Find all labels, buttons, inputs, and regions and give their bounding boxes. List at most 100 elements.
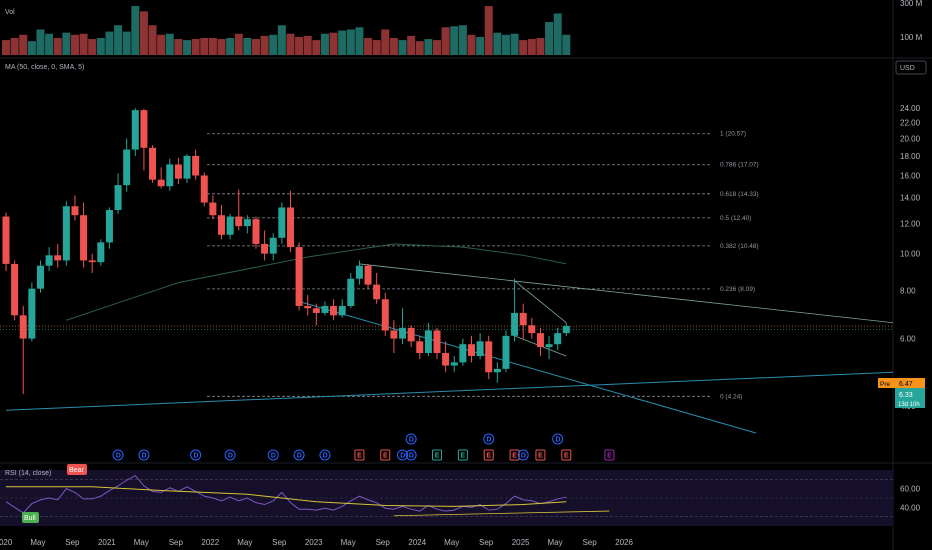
candle-body [278, 207, 286, 238]
dividend-marker [405, 433, 417, 445]
volume-bar [510, 33, 519, 55]
dividend-marker [138, 449, 150, 461]
volume-bar [217, 39, 226, 55]
channel-lower-line [298, 300, 757, 434]
earnings-marker [509, 449, 520, 461]
volume-bar [139, 11, 148, 55]
candle-body [192, 155, 200, 176]
dividend-marker [397, 449, 409, 461]
candle-body [321, 305, 329, 313]
candle-body [373, 284, 381, 300]
candle-body [545, 344, 553, 348]
candle-body [519, 312, 527, 326]
candle-body [450, 362, 458, 366]
volume-bar [208, 37, 217, 55]
candle-body [459, 344, 467, 363]
volume-bar [96, 37, 105, 55]
volume-bar [355, 27, 364, 55]
earnings-marker [457, 449, 468, 461]
volume-bar [286, 33, 295, 55]
earnings-marker [535, 449, 546, 461]
rsi-ma-line [6, 486, 567, 507]
volume-bar [372, 40, 381, 55]
earnings-marker-label: E [512, 453, 517, 460]
candle-body [390, 330, 398, 339]
pre-tag-label: Pre [880, 381, 891, 388]
currency-badge[interactable]: USD [900, 65, 915, 72]
support-line [5, 371, 894, 411]
candle-body [235, 216, 243, 227]
candle-body [381, 299, 389, 331]
dividend-marker-label: D [409, 437, 414, 444]
volume-bar [458, 25, 467, 55]
volume-tick-label: 300 M [900, 0, 923, 8]
fib-level-label: 0.236 (8.09) [720, 286, 755, 293]
currency-badge-box[interactable] [895, 60, 927, 75]
candle-body [399, 327, 407, 339]
candle-body [511, 312, 519, 336]
dividend-marker [405, 449, 417, 461]
candle-body [209, 202, 217, 216]
bull-signal-box [22, 512, 39, 523]
volume-bar [19, 34, 28, 55]
volume-bar [45, 33, 54, 55]
volume-bar [501, 34, 510, 55]
price-tick-label: 20.00 [900, 134, 921, 143]
candle-body [407, 327, 415, 342]
volume-pane [2, 6, 571, 55]
candle-body [252, 219, 260, 244]
candle-body [62, 206, 70, 261]
x-tick-label: Sep [376, 538, 391, 547]
candles [2, 108, 570, 394]
pre-tag-label-box [878, 378, 895, 388]
bear-signal: Bear [69, 467, 84, 474]
last-tag-box [895, 388, 925, 408]
last-tag-value: 6.33 [899, 392, 913, 399]
candle-body [243, 219, 251, 227]
dividend-marker [552, 433, 564, 445]
rsi-tick-label: 60.00 [900, 485, 921, 494]
candle-body [80, 215, 88, 261]
x-tick-label: May [548, 538, 563, 547]
volume-bar [88, 39, 97, 55]
candle-body [467, 344, 475, 357]
volume-bar [312, 40, 321, 55]
candle-body [312, 308, 320, 313]
dividend-marker-label: D [486, 437, 491, 444]
volume-bar [295, 36, 304, 55]
fibonacci-retracement: 1 (20.57) 0.786 (17.07) 0.618 (14.33) 0.5 (… [207, 131, 759, 400]
x-tick-label: May [237, 538, 252, 547]
candle-body [71, 206, 79, 216]
candle-body [114, 185, 122, 211]
volume-bar [36, 29, 45, 55]
candle-body [174, 164, 182, 179]
candle-body [200, 175, 208, 203]
volume-bar [260, 35, 269, 55]
volume-label: Vol [5, 9, 15, 16]
dividend-marker [293, 449, 305, 461]
candle-body [338, 305, 346, 316]
dividend-marker-label: D [142, 453, 147, 460]
volume-bar [450, 26, 459, 55]
candle-body [183, 155, 191, 179]
pre-tag-box [895, 378, 925, 388]
dividend-marker-label: D [228, 453, 233, 460]
candle-body [157, 179, 165, 187]
volume-bar [165, 33, 174, 55]
candle-body [502, 335, 510, 369]
price-tick-label: 16.00 [900, 171, 921, 180]
volume-bar [493, 32, 502, 55]
candle-body [28, 288, 36, 339]
candle-body [554, 333, 562, 345]
x-tick-label: 2026 [615, 538, 633, 547]
volume-bar [122, 31, 131, 55]
candle-body [269, 237, 277, 254]
dividend-marker-label: D [271, 453, 276, 460]
volume-bar [70, 34, 79, 55]
x-tick-label: 2024 [408, 538, 426, 547]
candle-body [424, 330, 432, 354]
x-tick-label: May [341, 538, 356, 547]
dividend-marker [267, 449, 279, 461]
candle-body [493, 368, 501, 373]
